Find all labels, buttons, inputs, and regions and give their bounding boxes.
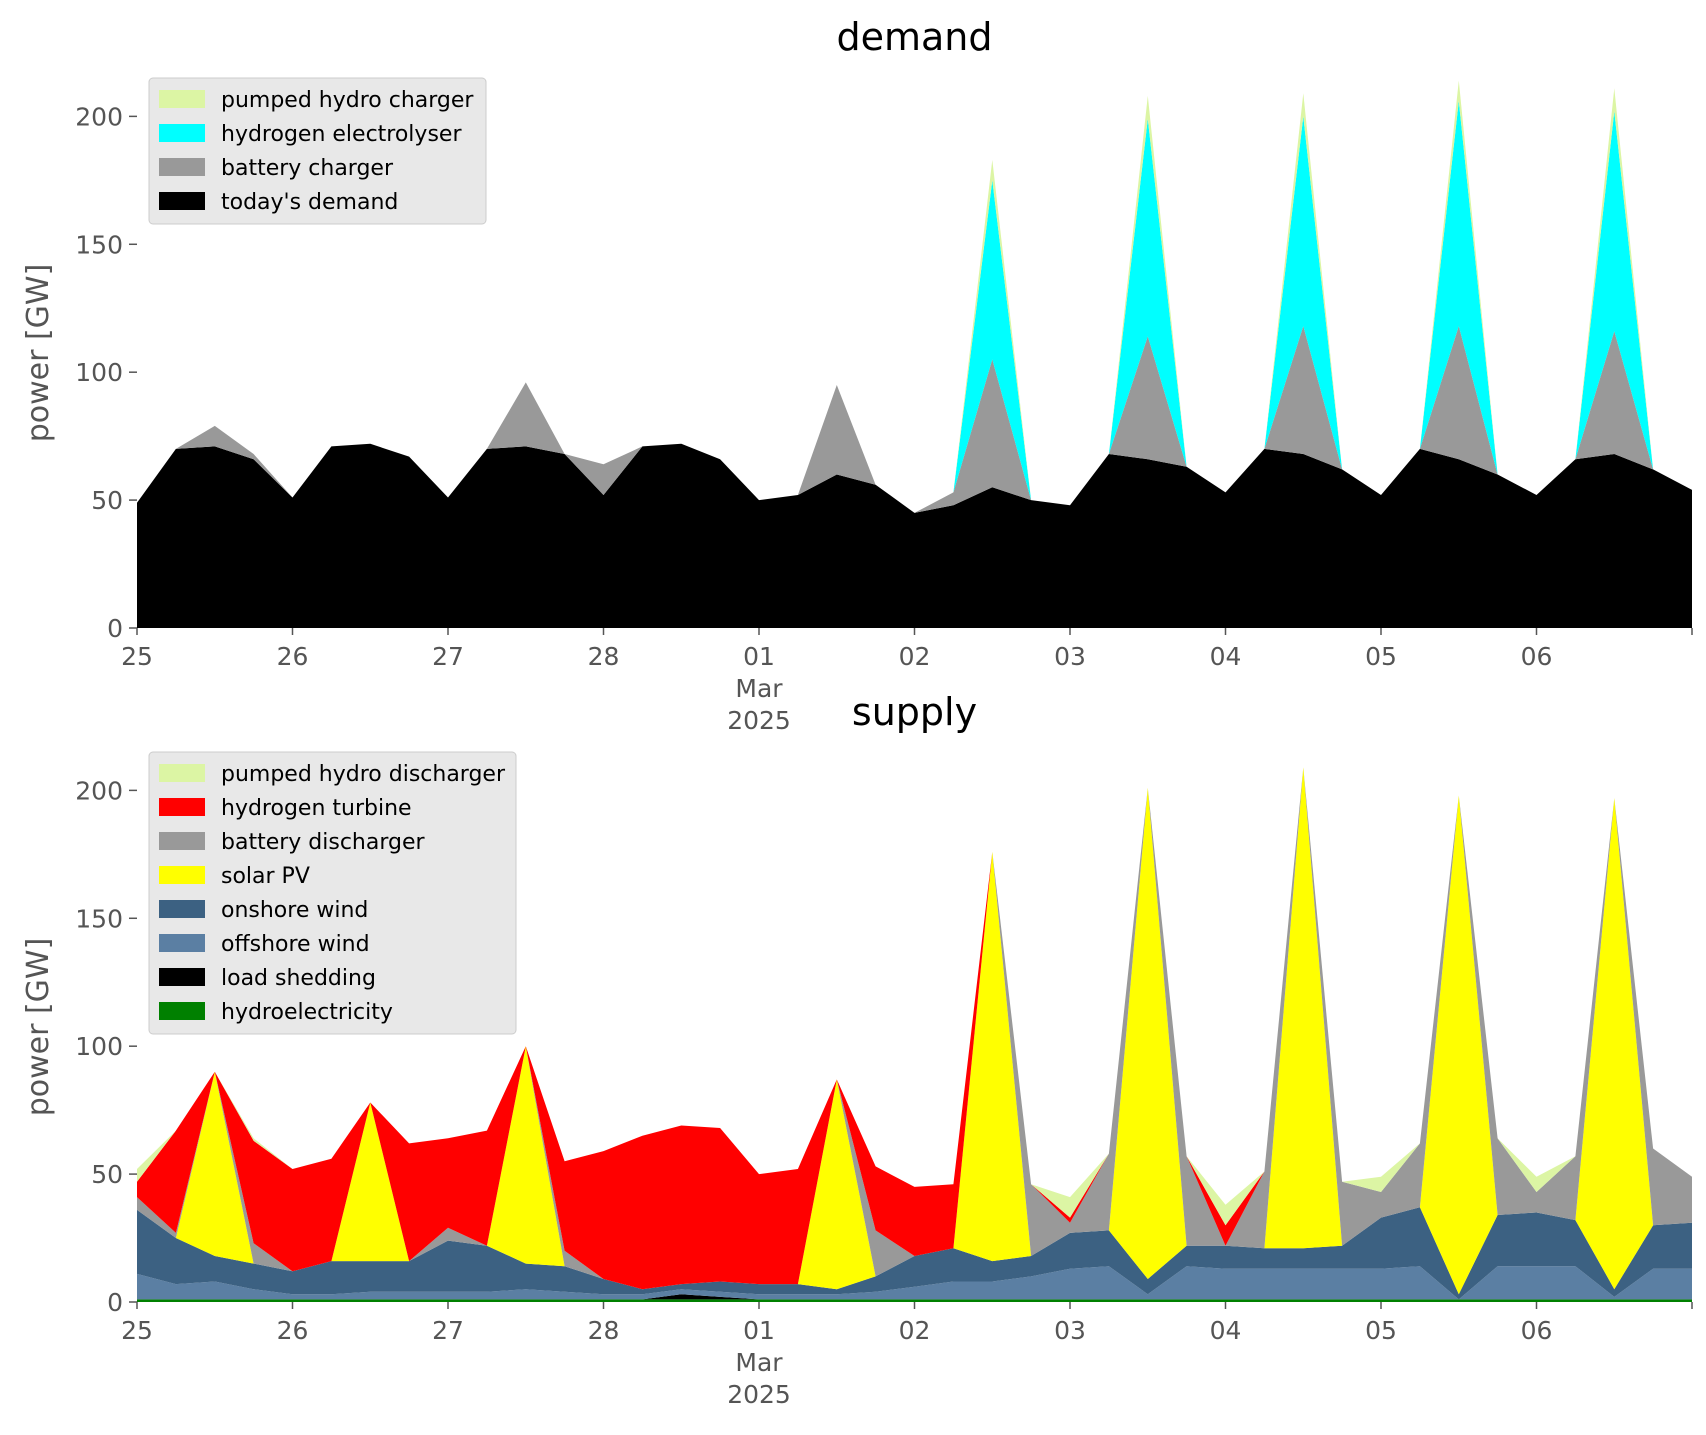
supply-y-axis-label: power [GW] — [21, 938, 56, 1117]
demand-y-tick-label: 200 — [75, 102, 123, 131]
supply-legend-label: battery discharger — [221, 830, 426, 855]
supply-legend: pumped hydro discharger hydrogen turbine b… — [148, 751, 517, 1035]
supply-legend-box — [148, 751, 517, 1035]
demand-x-year-label: 2025 — [727, 706, 791, 735]
demand-legend-swatch-today-s-demand — [159, 192, 205, 210]
demand-y-tick-label: 100 — [75, 358, 123, 387]
demand-x-tick-label: 04 — [1210, 642, 1242, 671]
demand-x-tick-label: 27 — [432, 642, 464, 671]
supply-legend-label: onshore wind — [221, 898, 368, 923]
supply-x-tick-label: 27 — [432, 1316, 464, 1345]
supply-x-tick-label: 05 — [1365, 1316, 1397, 1345]
supply-area-hydrogen-turbine — [137, 767, 1692, 1290]
supply-legend-label: hydroelectricity — [221, 1000, 393, 1025]
demand-x-tick-label: 25 — [121, 642, 153, 671]
supply-y-tick-label: 200 — [75, 776, 123, 805]
supply-legend-label: hydrogen turbine — [221, 796, 412, 821]
demand-legend-label: pumped hydro charger — [221, 88, 474, 113]
supply-x-tick-label: 06 — [1521, 1316, 1553, 1345]
demand-legend: pumped hydro charger hydrogen electrolyse… — [148, 77, 487, 225]
supply-x-axis: 25 26 27 28 01 02 03 04 05 06 Mar 2025 — [121, 1302, 1693, 1409]
supply-legend-label: pumped hydro discharger — [221, 762, 506, 787]
supply-x-year-label: 2025 — [727, 1380, 791, 1409]
supply-x-tick-label: 01 — [743, 1316, 775, 1345]
demand-legend-swatch-hydrogen-electrolyser — [159, 124, 205, 142]
demand-area-hydrogen-electrolyser — [137, 101, 1692, 513]
demand-y-tick-label: 50 — [91, 486, 123, 515]
supply-x-tick-label: 25 — [121, 1316, 153, 1345]
supply-y-tick-label: 50 — [91, 1160, 123, 1189]
supply-legend-swatch-onshore-wind — [159, 900, 205, 918]
supply-x-tick-label: 26 — [277, 1316, 309, 1345]
supply-areas — [137, 767, 1692, 1302]
supply-area-pumped-hydro-discharger — [137, 767, 1692, 1226]
demand-legend-label: today's demand — [221, 190, 398, 215]
supply-x-month-label: Mar — [735, 1348, 783, 1377]
supply-legend-swatch-solar-pv — [159, 866, 205, 884]
supply-area-hydroelectricity — [137, 1299, 1692, 1302]
supply-area-offshore-wind — [137, 1266, 1692, 1300]
demand-y-axis: 0 50 100 150 200 power [GW] — [21, 102, 137, 643]
supply-y-axis: 0 50 100 150 200 power [GW] — [21, 776, 137, 1317]
demand-x-month-label: Mar — [735, 674, 783, 703]
supply-legend-label: solar PV — [221, 864, 310, 889]
supply-legend-swatch-hydroelectricity — [159, 1002, 205, 1020]
demand-legend-label: battery charger — [221, 156, 394, 181]
supply-legend-label: load shedding — [221, 966, 376, 991]
supply-x-tick-label: 02 — [899, 1316, 931, 1345]
supply-y-tick-label: 150 — [75, 904, 123, 933]
demand-x-tick-label: 06 — [1521, 642, 1553, 671]
demand-x-tick-label: 02 — [899, 642, 931, 671]
supply-legend-swatch-hydrogen-turbine — [159, 798, 205, 816]
supply-legend-swatch-load-shedding — [159, 968, 205, 986]
supply-x-tick-label: 28 — [588, 1316, 620, 1345]
demand-y-axis-label: power [GW] — [21, 264, 56, 443]
demand-x-tick-label: 28 — [588, 642, 620, 671]
supply-legend-label: offshore wind — [221, 932, 370, 957]
demand-y-tick-label: 150 — [75, 230, 123, 259]
supply-y-tick-label: 0 — [107, 1288, 123, 1317]
demand-area-battery-charger — [137, 326, 1692, 513]
demand-x-tick-label: 03 — [1054, 642, 1086, 671]
supply-area-solar-pv — [137, 767, 1692, 1295]
supply-legend-swatch-battery-discharger — [159, 832, 205, 850]
demand-chart-title: demand — [836, 15, 992, 59]
supply-y-tick-label: 100 — [75, 1032, 123, 1061]
supply-chart-title: supply — [852, 690, 977, 734]
demand-legend-box — [148, 77, 487, 225]
demand-legend-swatch-battery-charger — [159, 158, 205, 176]
supply-area-onshore-wind — [137, 1207, 1692, 1300]
supply-x-tick-label: 03 — [1054, 1316, 1086, 1345]
supply-legend-swatch-pumped-hydro-discharger — [159, 764, 205, 782]
supply-legend-swatch-offshore-wind — [159, 934, 205, 952]
supply-x-tick-label: 04 — [1210, 1316, 1242, 1345]
demand-area-today-s-demand — [137, 443, 1692, 628]
demand-x-tick-label: 05 — [1365, 642, 1397, 671]
demand-x-tick-label: 01 — [743, 642, 775, 671]
demand-legend-label: hydrogen electrolyser — [221, 122, 462, 147]
demand-areas — [137, 80, 1692, 628]
demand-y-tick-label: 0 — [107, 614, 123, 643]
demand-legend-swatch-pumped-hydro-charger — [159, 90, 205, 108]
demand-x-tick-label: 26 — [277, 642, 309, 671]
demand-x-axis: 25 26 27 28 01 02 03 04 05 06 Mar 2025 — [121, 628, 1693, 735]
